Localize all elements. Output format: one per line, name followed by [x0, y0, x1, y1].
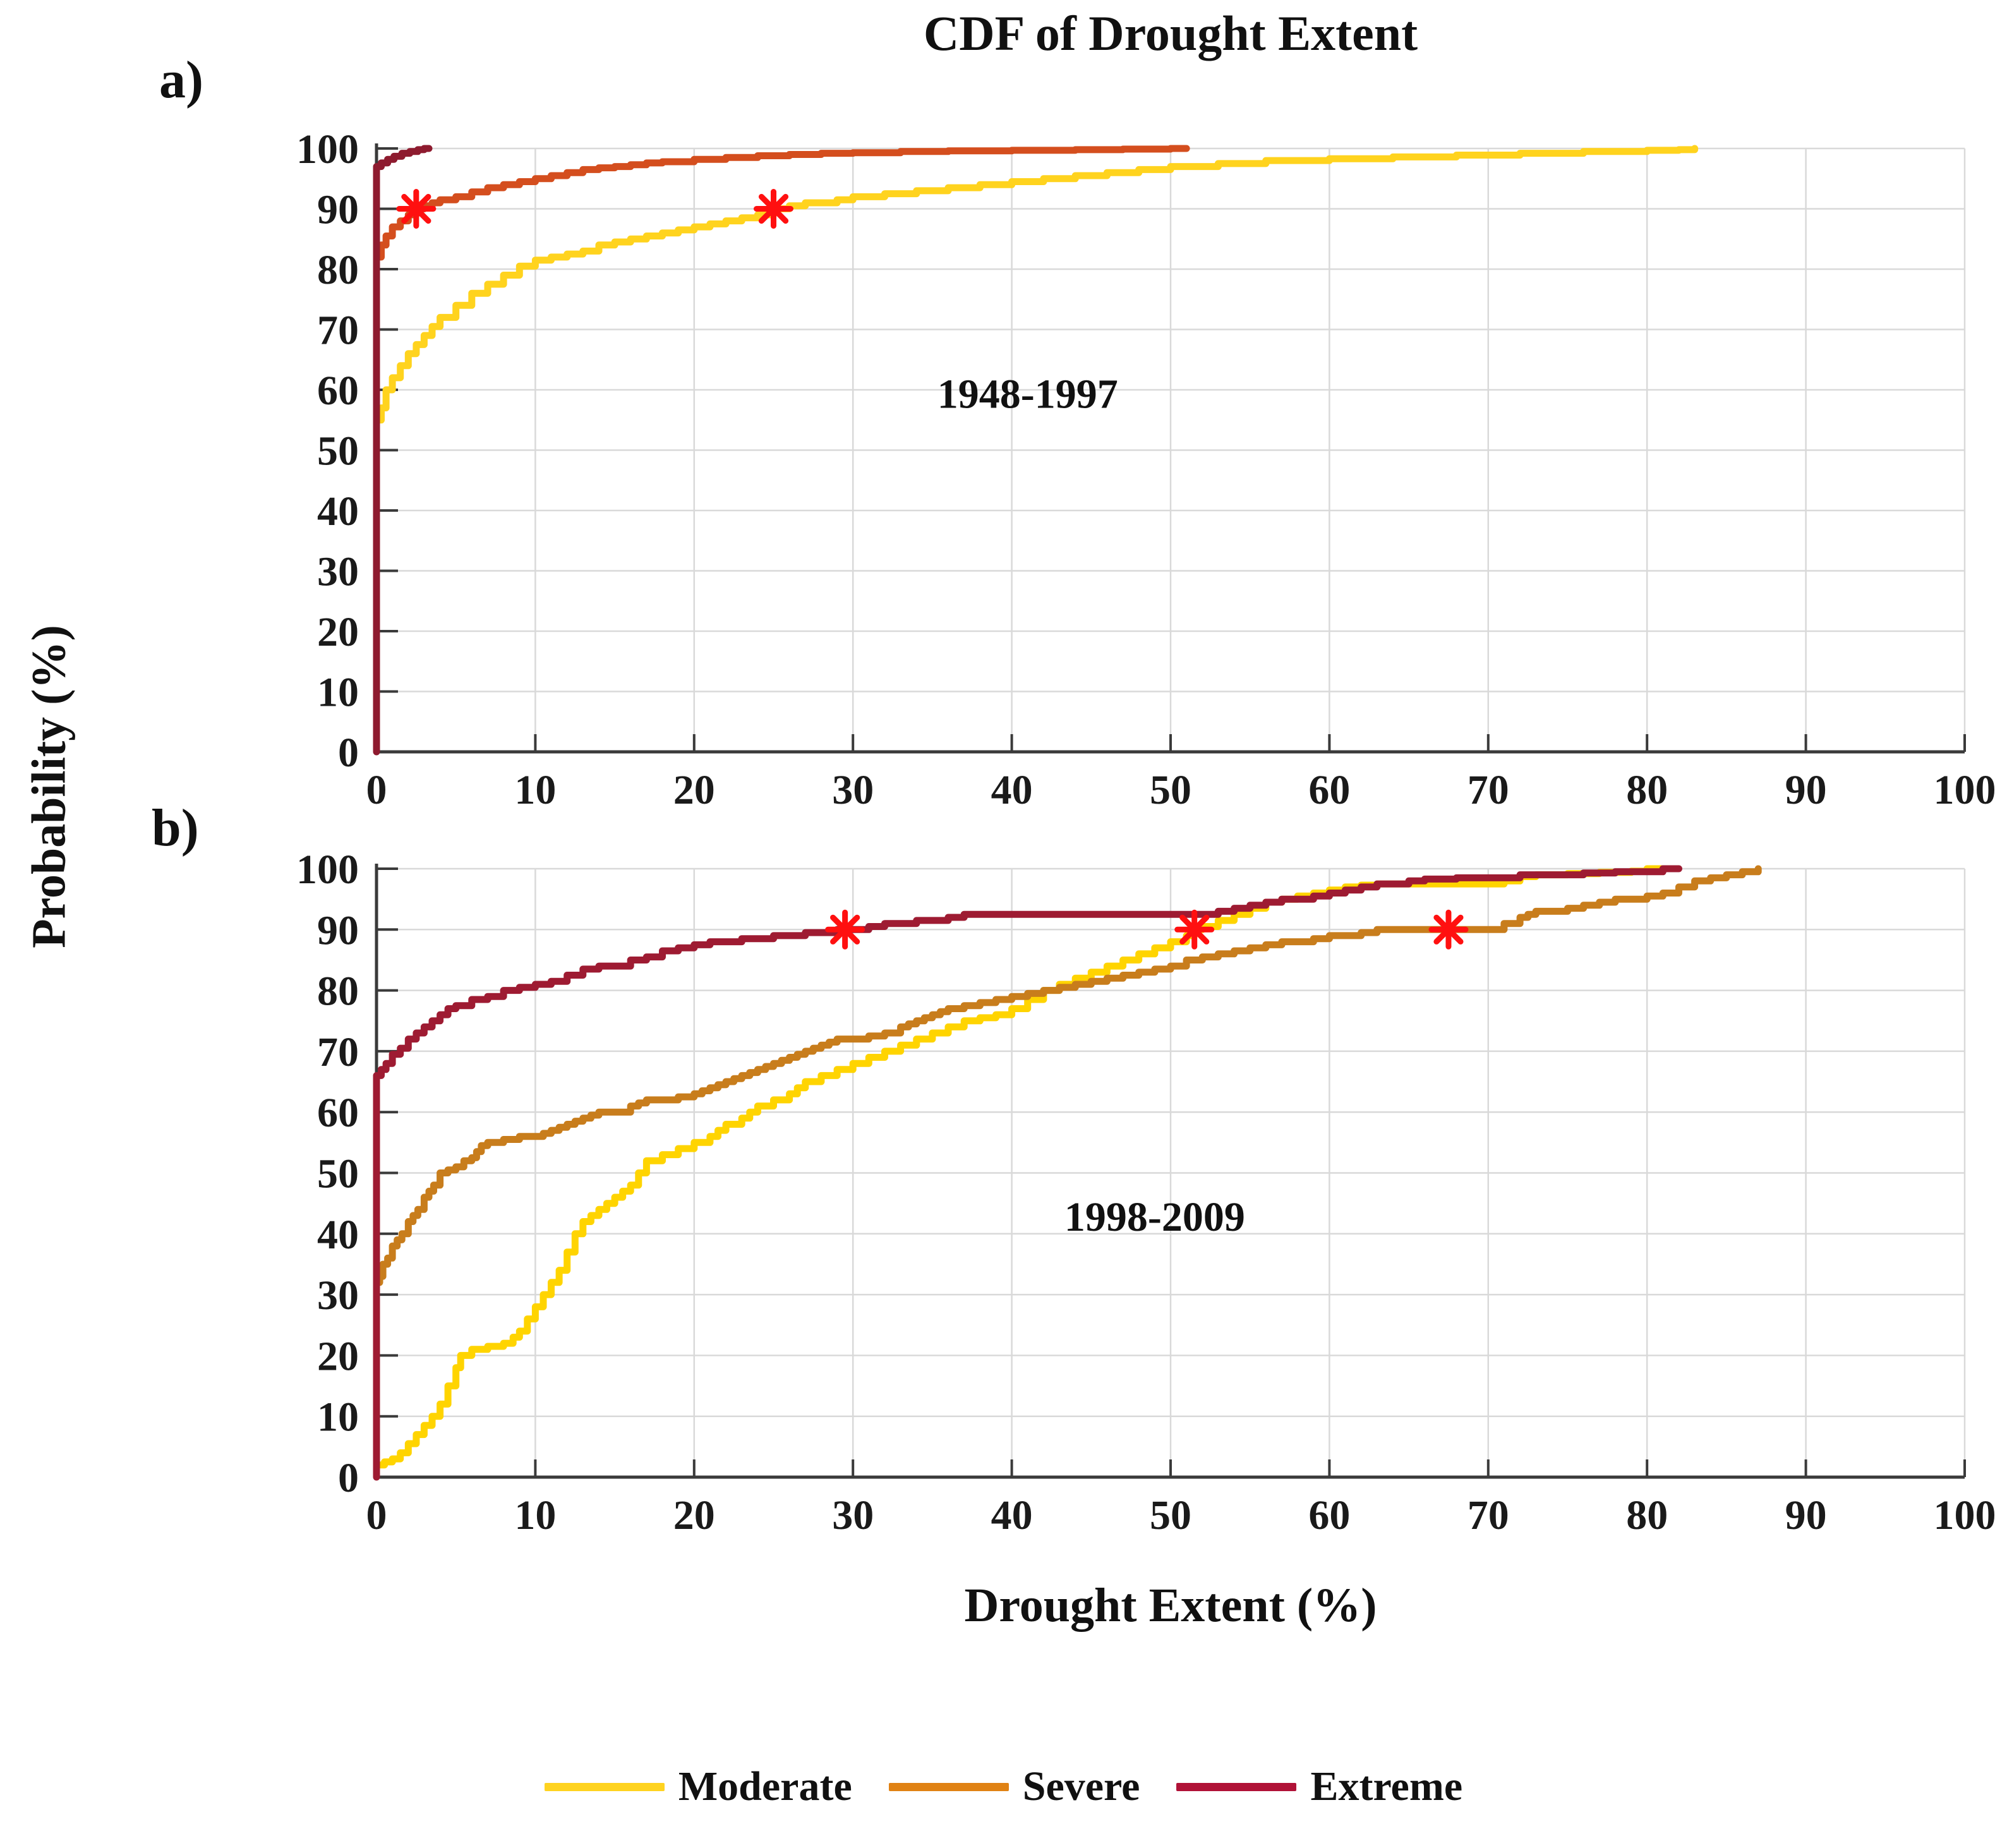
legend-label: Severe — [1022, 1763, 1140, 1809]
x-axis-label: Drought Extent (%) — [964, 1579, 1377, 1632]
y-tick-label-10: 10 — [317, 670, 359, 716]
y-tick-label-10: 10 — [317, 1394, 359, 1440]
y-tick-label-0: 0 — [338, 1455, 359, 1501]
y-tick-label-100: 100 — [296, 126, 359, 172]
x-tick-label-80: 80 — [1626, 1492, 1668, 1538]
x-tick-label-40: 40 — [991, 1492, 1033, 1538]
period-annotation-b: 1998-2009 — [1064, 1194, 1245, 1240]
y-tick-label-60: 60 — [317, 1090, 359, 1136]
panel-a-plot: 0 10 20 30 40 50 60 70 80 90 100 0 10 20 30 40 50 60 70 80 9… — [296, 126, 1996, 813]
legend-label: Moderate — [678, 1763, 852, 1809]
y-tick-label-90: 90 — [317, 187, 359, 233]
panel-b-plot: 0 10 20 30 40 50 60 70 80 90 100 0 10 20 30 40 50 60 70 80 9… — [296, 847, 1996, 1538]
asterisk-marker — [1174, 909, 1215, 950]
x-tick-label-80: 80 — [1626, 767, 1668, 813]
curve-moderate-a — [373, 145, 1699, 424]
x-tick-label-60: 60 — [1308, 1492, 1350, 1538]
y-tick-label-80: 80 — [317, 247, 359, 293]
x-tick-label-60: 60 — [1308, 767, 1350, 813]
legend-item-extreme: Extreme — [1176, 1766, 1462, 1808]
y-tick-label-80: 80 — [317, 969, 359, 1015]
curve-extreme-a — [373, 145, 433, 756]
x-tick-label-40: 40 — [991, 767, 1033, 813]
legend-swatch-extreme — [1176, 1782, 1297, 1791]
y-tick-label-0: 0 — [338, 730, 359, 776]
legend-swatch-severe — [888, 1782, 1009, 1791]
x-tick-label-50: 50 — [1150, 1492, 1191, 1538]
x-tick-label-90: 90 — [1785, 767, 1827, 813]
x-tick-label-90: 90 — [1785, 1492, 1827, 1538]
x-tick-label-0: 0 — [366, 1492, 387, 1538]
legend-item-severe: Severe — [888, 1763, 1140, 1809]
panel-a-label: a) — [159, 51, 203, 109]
y-tick-label-40: 40 — [317, 488, 359, 534]
curve-moderate-b — [373, 865, 1666, 1469]
y-tick-label-30: 30 — [317, 1272, 359, 1319]
y-tick-label-30: 30 — [317, 549, 359, 595]
x-tick-label-50: 50 — [1150, 767, 1191, 813]
asterisk-marker — [825, 909, 865, 950]
asterisk-marker — [754, 189, 793, 229]
legend-item-moderate: Moderate — [544, 1763, 852, 1809]
y-tick-label-70: 70 — [317, 1029, 359, 1075]
x-tick-label-10: 10 — [514, 1492, 556, 1538]
legend-swatch-moderate — [544, 1782, 665, 1791]
chart-title: CDF of Drought Extent — [923, 6, 1418, 61]
curve-severe-b — [373, 865, 1762, 1286]
y-tick-label-20: 20 — [317, 1333, 359, 1379]
legend-label: Extreme — [1310, 1763, 1463, 1809]
panel-b-label: b) — [152, 799, 199, 857]
y-tick-label-20: 20 — [317, 609, 359, 655]
x-tick-label-30: 30 — [832, 1492, 874, 1538]
x-tick-label-100: 100 — [1934, 1492, 1996, 1538]
y-tick-label-50: 50 — [317, 428, 359, 474]
y-tick-label-70: 70 — [317, 308, 359, 354]
x-tick-label-0: 0 — [366, 767, 387, 813]
asterisk-marker — [1428, 909, 1469, 950]
y-tick-label-90: 90 — [317, 907, 359, 953]
y-tick-label-50: 50 — [317, 1151, 359, 1197]
x-tick-label-100: 100 — [1934, 767, 1996, 813]
x-tick-label-30: 30 — [832, 767, 874, 813]
asterisk-marker — [396, 189, 437, 229]
x-tick-label-70: 70 — [1468, 767, 1509, 813]
y-tick-label-40: 40 — [317, 1212, 359, 1258]
period-annotation-a: 1948-1997 — [937, 371, 1118, 418]
curve-extreme-b — [373, 865, 1682, 1481]
x-tick-label-20: 20 — [673, 1492, 715, 1538]
y-tick-label-60: 60 — [317, 368, 359, 414]
x-tick-label-70: 70 — [1468, 1492, 1509, 1538]
legend: Moderate Severe Extreme — [0, 1766, 2007, 1808]
y-tick-label-100: 100 — [296, 847, 359, 893]
x-tick-label-10: 10 — [514, 767, 556, 813]
x-tick-label-20: 20 — [673, 767, 715, 813]
